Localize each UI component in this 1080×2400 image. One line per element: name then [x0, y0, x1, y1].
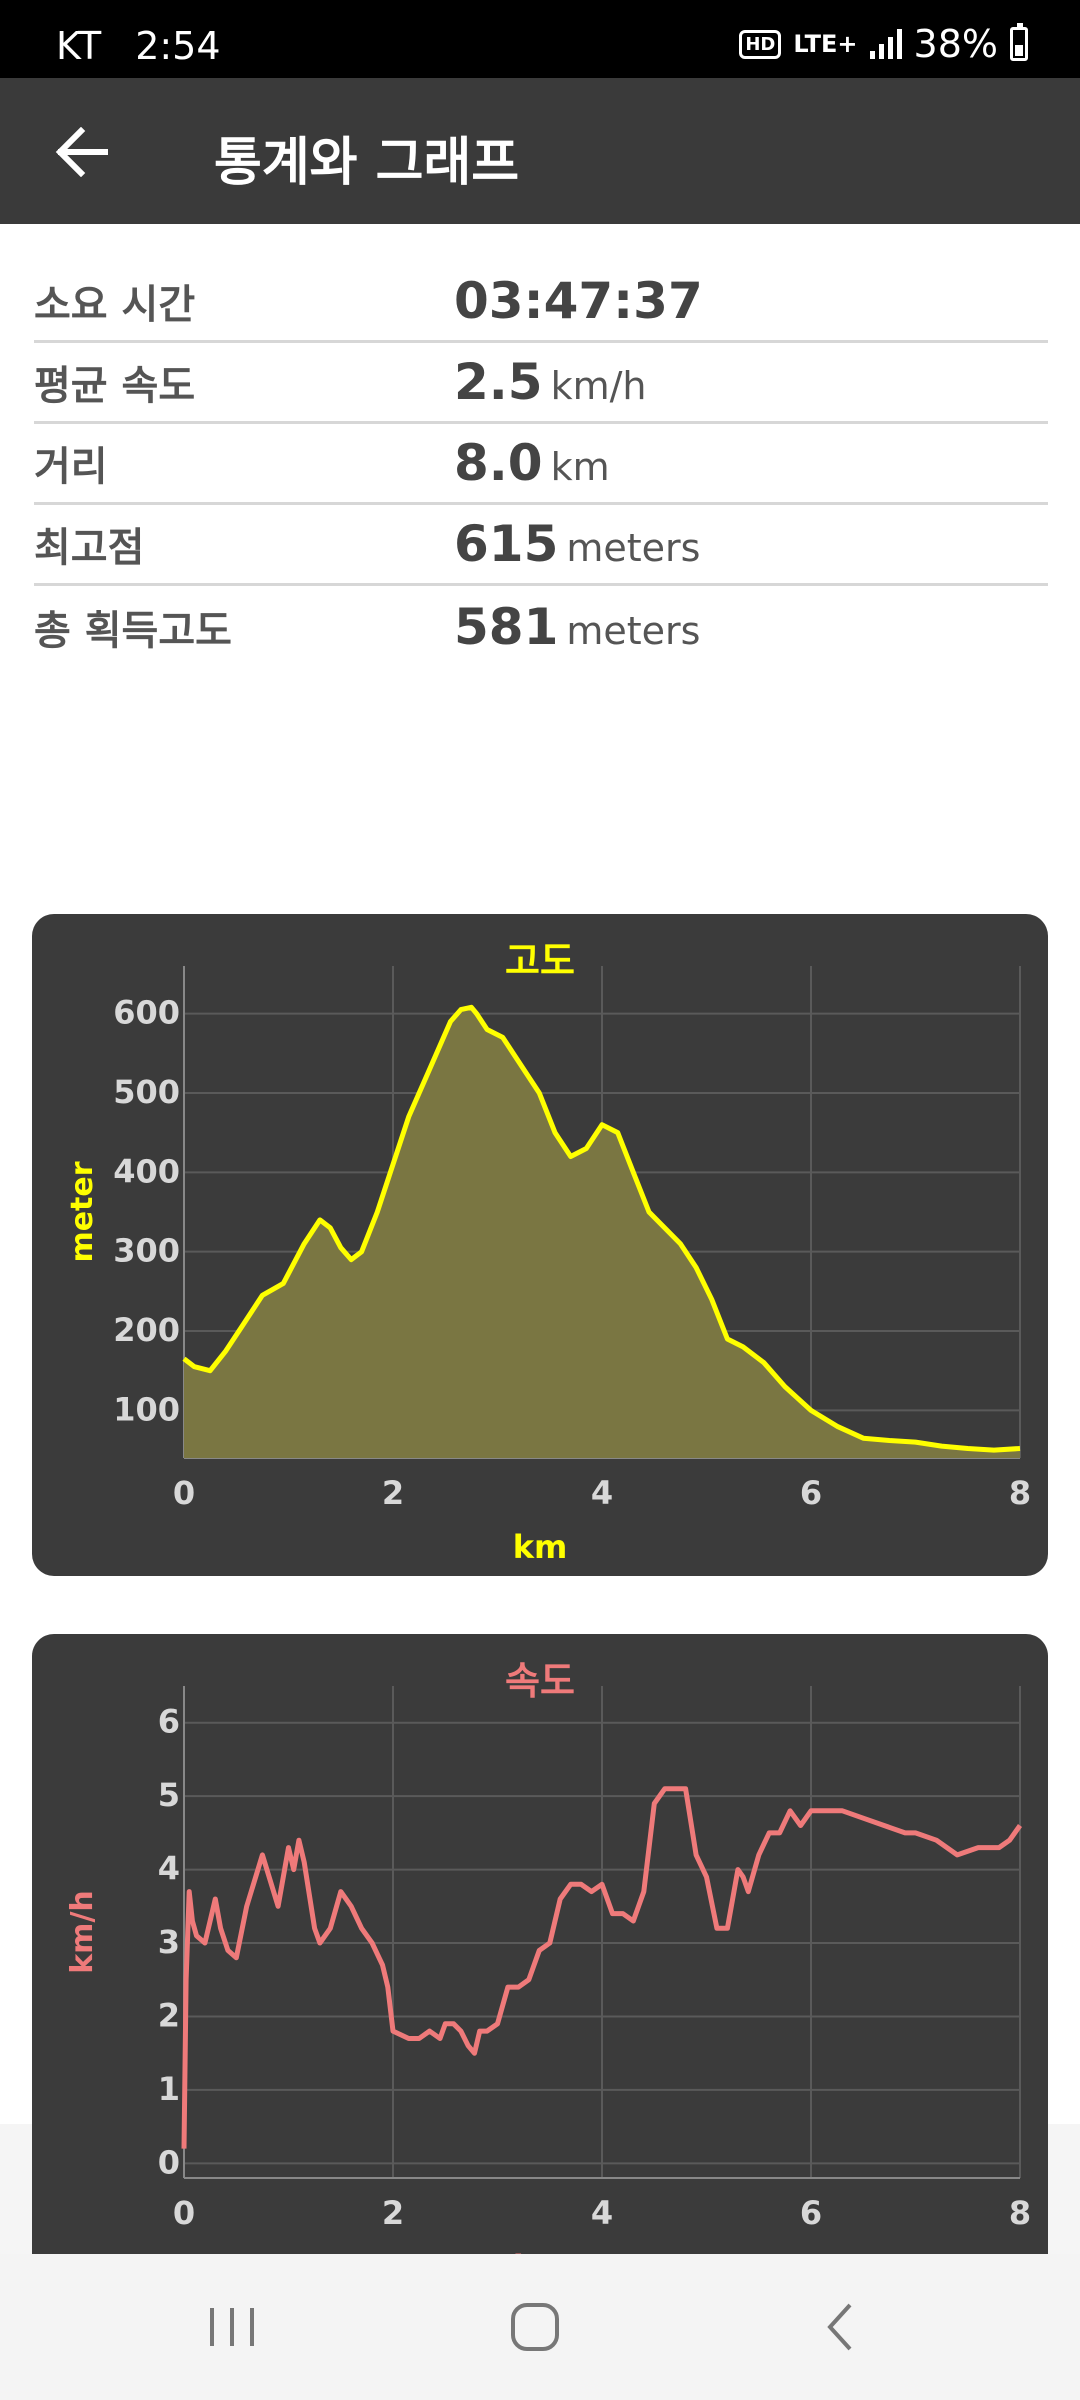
- stat-label: 거리: [34, 444, 108, 490]
- x-tick-label: 8: [1009, 1474, 1031, 1512]
- stat-label: 총 획득고도: [34, 607, 232, 654]
- hd-voice-icon: HD: [739, 29, 782, 59]
- stat-label: 최고점: [34, 525, 145, 571]
- stat-unit: km/h: [550, 364, 647, 408]
- chevron-left-icon: [827, 2303, 852, 2351]
- y-tick-label: 3: [158, 1923, 180, 1961]
- stat-number: 581: [454, 597, 559, 656]
- stat-label: 소요 시간: [34, 282, 196, 328]
- speed-chart-svg: 024680123456속도kmkm/h: [65, 1659, 1031, 2286]
- y-tick-label: 100: [113, 1390, 180, 1428]
- speed-chart: 024680123456속도kmkm/h: [32, 1634, 1048, 2296]
- altitude-chart: 0 2 4 6 8 100 200 300 400 500 600 고도 km meter: [32, 914, 1048, 1576]
- y-axis-label: meter: [65, 1161, 100, 1262]
- status-right: HD LTE+ 38%: [739, 22, 1028, 66]
- stat-number: 03:47:37: [454, 272, 703, 330]
- y-tick-label: 4: [158, 1850, 180, 1888]
- status-left: KT 2:54: [56, 24, 221, 68]
- page-title: 통계와 그래프: [214, 133, 520, 193]
- y-tick-label: 400: [113, 1152, 180, 1190]
- stats-table: 소요 시간 03:47:37 평균 속도 2.5 km/h 거리 8.0 km 최고…: [34, 262, 1048, 667]
- speed-series-line: [181, 1786, 1023, 2149]
- stat-number: 8.0: [454, 434, 543, 492]
- y-tick-label: 6: [158, 1703, 180, 1741]
- y-tick-label: 500: [113, 1073, 180, 1111]
- status-bar: KT 2:54 HD LTE+ 38%: [0, 0, 1080, 78]
- x-tick-label: 6: [800, 2194, 822, 2232]
- stat-number: 615: [454, 515, 559, 573]
- home-button[interactable]: [475, 2282, 595, 2372]
- y-tick-label: 0: [158, 2143, 180, 2181]
- x-tick-label: 4: [591, 2194, 613, 2232]
- signal-strength-icon: [869, 29, 902, 59]
- stat-row-distance: 거리 8.0 km: [34, 424, 1048, 505]
- stat-value: 03:47:37: [454, 272, 703, 330]
- content-area: 소요 시간 03:47:37 평균 속도 2.5 km/h 거리 8.0 km 최고…: [0, 224, 1080, 2296]
- home-icon: [511, 2303, 559, 2351]
- x-tick-label: 0: [173, 1474, 195, 1512]
- status-time: 2:54: [135, 24, 221, 68]
- chart-title: 고도: [505, 939, 575, 983]
- y-tick-label: 300: [113, 1232, 180, 1270]
- stat-row-duration: 소요 시간 03:47:37: [34, 262, 1048, 343]
- y-tick-label: 5: [158, 1776, 180, 1814]
- chart-title: 속도: [505, 1659, 575, 1703]
- stat-unit: meters: [566, 608, 701, 653]
- carrier-name: KT: [56, 24, 102, 68]
- y-tick-label: 200: [113, 1311, 180, 1349]
- stat-row-avg-speed: 평균 속도 2.5 km/h: [34, 343, 1048, 424]
- y-tick-label: 2: [158, 1996, 180, 2034]
- stat-row-highest-point: 최고점 615 meters: [34, 505, 1048, 586]
- x-tick-label: 2: [382, 1474, 404, 1512]
- x-tick-label: 8: [1009, 2194, 1031, 2232]
- system-nav-bar: [0, 2254, 1080, 2400]
- x-tick-label: 2: [382, 2194, 404, 2232]
- recents-button[interactable]: [172, 2282, 292, 2372]
- y-axis-label: km/h: [65, 1890, 100, 1974]
- altitude-chart-svg: 0 2 4 6 8 100 200 300 400 500 600 고도 km meter: [65, 939, 1031, 1566]
- arrow-left-icon: [55, 127, 108, 177]
- x-tick-label: 6: [800, 1474, 822, 1512]
- recents-icon: [210, 2308, 254, 2346]
- app-bar: 통계와 그래프: [0, 78, 1080, 224]
- stat-unit: km: [550, 445, 610, 489]
- stat-value: 581 meters: [454, 598, 700, 656]
- battery-icon: [1010, 23, 1028, 61]
- altitude-series-line: [182, 1004, 1021, 1453]
- stat-value: 615 meters: [454, 515, 700, 573]
- altitude-area-fill: [184, 1007, 1020, 1458]
- y-tick-label: 600: [113, 994, 180, 1032]
- stat-value: 2.5 km/h: [454, 353, 647, 411]
- x-axis-label: km: [513, 1528, 568, 1566]
- y-tick-label: 1: [158, 2070, 180, 2108]
- stat-label: 평균 속도: [34, 363, 196, 409]
- stat-unit: meters: [566, 526, 701, 570]
- nav-back-button[interactable]: [780, 2282, 900, 2372]
- stat-value: 8.0 km: [454, 434, 610, 492]
- stat-row-elevation-gain: 총 획득고도 581 meters: [34, 586, 1048, 667]
- stat-number: 2.5: [454, 353, 543, 411]
- back-button[interactable]: [42, 112, 122, 192]
- x-tick-label: 0: [173, 2194, 195, 2232]
- battery-percent: 38%: [913, 22, 998, 66]
- x-tick-label: 4: [591, 1474, 613, 1512]
- lte-plus-icon: LTE+: [793, 30, 858, 58]
